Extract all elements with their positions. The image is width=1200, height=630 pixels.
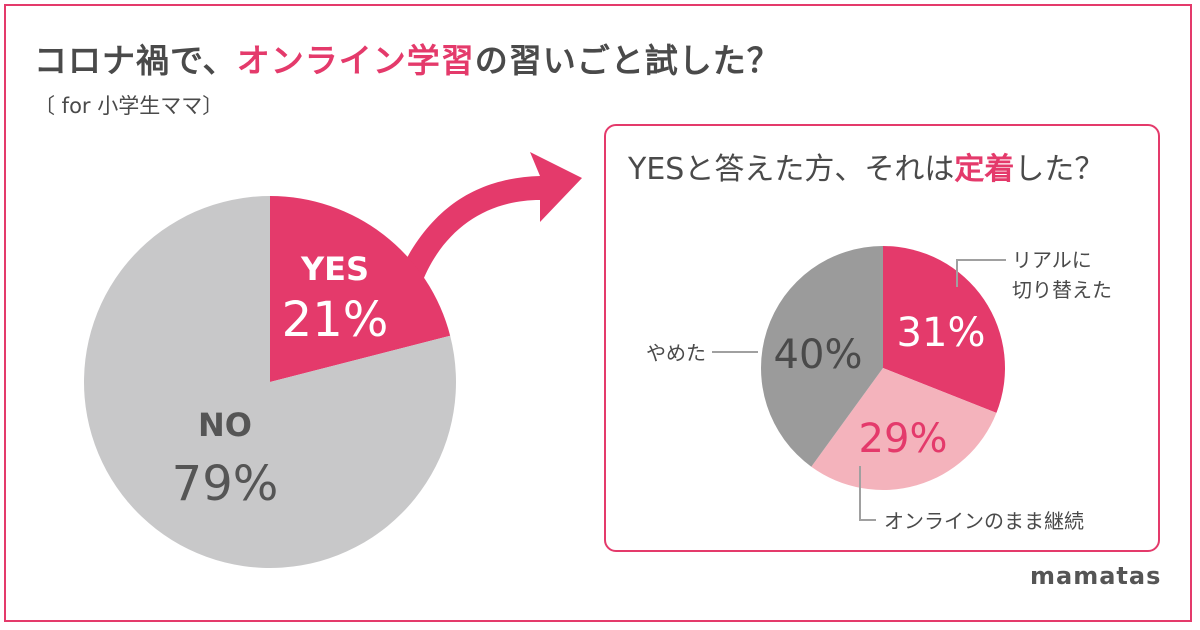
followup-label-1: オンラインのまま継続 [884, 509, 1084, 533]
main-label-yes: YES [300, 250, 369, 288]
arrow-icon [395, 152, 582, 288]
followup-slice-0 [883, 246, 1005, 413]
followup-panel [604, 124, 1160, 552]
panel-title-accent: 定着 [954, 152, 1015, 187]
leader-line-0 [956, 259, 1006, 287]
followup-slice-1 [811, 368, 997, 490]
followup-label-0: リアルに切り替えた [1012, 248, 1112, 302]
followup-value-1: 29% [859, 416, 948, 462]
panel-title: YESと答えた方、それは定着した？ [628, 144, 1104, 188]
followup-value-2: 40% [774, 332, 863, 378]
chart-subtitle: 〔 for 小学生ママ〕 [34, 94, 224, 118]
title-suffix: の習いごと試した？ [474, 41, 781, 80]
leader-line-1 [859, 466, 876, 521]
followup-value-0: 31% [897, 310, 986, 356]
chart-title: コロナ禍で、オンライン学習の習いごと試した？ [34, 34, 781, 82]
main-value-yes: 21% [282, 292, 389, 348]
title-prefix: コロナ禍で、 [34, 41, 237, 80]
followup-slice-2 [761, 246, 883, 467]
brand-logo: mamatas [1030, 562, 1162, 590]
title-accent: オンライン学習 [236, 41, 475, 80]
main-slice-1 [83, 196, 457, 568]
pie-chart-main: YES 21% NO 79% [83, 196, 457, 568]
followup-label-2: やめた [646, 341, 706, 365]
panel-title-prefix: YESと答えた方、それは [628, 152, 955, 187]
chart-frame [4, 4, 1192, 622]
panel-title-suffix: した？ [1014, 152, 1105, 187]
main-value-no: 79% [172, 456, 279, 512]
main-label-no: NO [198, 406, 252, 444]
main-slice-0 [270, 196, 451, 382]
